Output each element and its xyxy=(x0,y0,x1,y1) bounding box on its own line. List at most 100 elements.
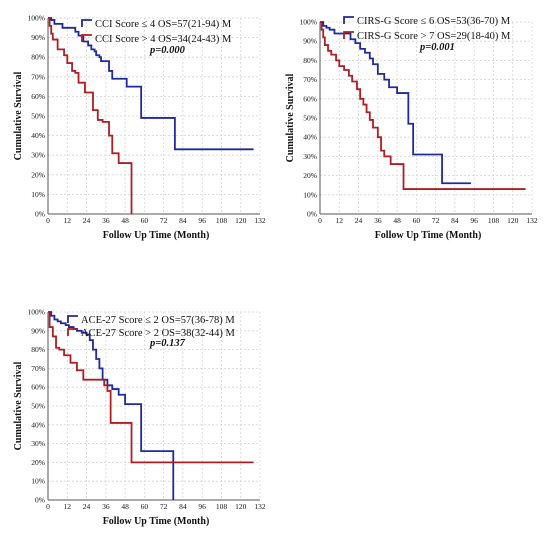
x-tick-label: 24 xyxy=(355,216,363,225)
y-tick-label: 80% xyxy=(31,53,45,62)
x-tick-label: 0 xyxy=(318,216,322,225)
x-tick-label: 60 xyxy=(141,502,149,511)
legend-swatch xyxy=(67,315,78,323)
x-tick-label: 84 xyxy=(179,502,187,511)
legend-swatch xyxy=(343,31,354,39)
x-tick-label: 24 xyxy=(83,216,91,225)
x-tick-label: 120 xyxy=(235,216,247,225)
y-axis-title: Cumulative Survival xyxy=(13,361,24,450)
p-value-label: p=0.000 xyxy=(149,45,186,56)
y-tick-label: 50% xyxy=(31,402,45,411)
legend-label: CIRS-G Score ≤ 6 OS=53(36-70) M xyxy=(357,16,511,27)
x-tick-label: 108 xyxy=(488,216,500,225)
y-tick-label: 100% xyxy=(28,14,46,23)
p-value-label: p=0.001 xyxy=(419,42,455,53)
y-tick-label: 50% xyxy=(31,112,45,121)
x-tick-label: 84 xyxy=(451,216,459,225)
chart-panel-2: 0 12 24 36 48 60 72 84 96 108 120 132 0% 10% 20% 30% 40%… xyxy=(285,16,538,241)
survival-curve-series-1 xyxy=(320,21,471,185)
legend-swatch xyxy=(343,16,354,24)
legend-label: CCI Score ≤ 4 OS=57(21-94) M xyxy=(95,19,232,30)
y-tick-label: 0% xyxy=(307,210,317,219)
x-tick-label: 0 xyxy=(46,502,50,511)
x-tick-label: 48 xyxy=(121,216,129,225)
x-tick-label: 36 xyxy=(102,216,110,225)
y-tick-label: 70% xyxy=(303,75,317,84)
y-tick-label: 100% xyxy=(28,308,46,317)
y-tick-label: 10% xyxy=(303,190,317,199)
x-tick-label: 120 xyxy=(507,216,519,225)
y-tick-label: 40% xyxy=(31,131,45,140)
survival-curve-series-1 xyxy=(48,17,254,151)
x-axis-title: Follow Up Time (Month) xyxy=(103,230,210,241)
x-tick-label: 48 xyxy=(121,502,129,511)
y-tick-label: 20% xyxy=(31,458,45,467)
x-tick-label: 132 xyxy=(254,216,266,225)
x-tick-label: 60 xyxy=(413,216,421,225)
survival-curve-series-2 xyxy=(320,21,526,190)
x-tick-label: 36 xyxy=(374,216,382,225)
x-axis-title: Follow Up Time (Month) xyxy=(375,230,482,241)
x-tick-label: 108 xyxy=(216,216,228,225)
legend-label: CCI Score > 4 OS=34(24-43) M xyxy=(95,34,232,45)
y-tick-label: 80% xyxy=(303,56,317,65)
y-tick-label: 20% xyxy=(31,170,45,179)
x-tick-label: 48 xyxy=(393,216,401,225)
x-tick-label: 120 xyxy=(235,502,247,511)
y-tick-label: 40% xyxy=(31,420,45,429)
chart-panel-3: 0 12 24 36 48 60 72 84 96 108 120 132 0% 10% 20% 30% 40%… xyxy=(13,308,266,528)
x-tick-label: 96 xyxy=(198,216,206,225)
x-tick-label: 96 xyxy=(198,502,206,511)
y-axis-title: Cumulative Survival xyxy=(13,71,24,160)
legend-label: CIRS-G Score > 7 OS=29(18-40) M xyxy=(357,31,511,42)
y-tick-label: 20% xyxy=(303,171,317,180)
legend-label: ACE-27 Score > 2 OS=38(32-44) M xyxy=(81,328,236,339)
x-tick-label: 36 xyxy=(102,502,110,511)
y-tick-label: 100% xyxy=(300,18,318,27)
survival-curve-series-2 xyxy=(48,311,254,464)
legend-swatch xyxy=(67,328,78,336)
y-tick-label: 10% xyxy=(31,477,45,486)
x-tick-label: 96 xyxy=(470,216,478,225)
legend-label: ACE-27 Score ≤ 2 OS=57(36-78) M xyxy=(81,315,235,326)
x-tick-label: 72 xyxy=(160,502,168,511)
y-tick-label: 70% xyxy=(31,72,45,81)
y-tick-label: 0% xyxy=(35,496,45,505)
x-tick-label: 108 xyxy=(216,502,228,511)
x-tick-label: 84 xyxy=(179,216,187,225)
x-tick-label: 12 xyxy=(64,216,72,225)
x-tick-label: 60 xyxy=(141,216,149,225)
x-tick-label: 12 xyxy=(64,502,72,511)
survival-curve-series-1 xyxy=(48,311,175,500)
y-tick-label: 90% xyxy=(303,37,317,46)
y-tick-label: 60% xyxy=(303,94,317,103)
x-tick-label: 132 xyxy=(254,502,266,511)
y-tick-label: 40% xyxy=(303,133,317,142)
x-tick-label: 132 xyxy=(526,216,538,225)
y-tick-label: 80% xyxy=(31,345,45,354)
x-tick-label: 12 xyxy=(336,216,344,225)
y-tick-label: 30% xyxy=(31,151,45,160)
y-tick-label: 60% xyxy=(31,383,45,392)
y-tick-label: 50% xyxy=(303,114,317,123)
y-tick-label: 70% xyxy=(31,364,45,373)
x-tick-label: 72 xyxy=(160,216,168,225)
y-tick-label: 0% xyxy=(35,210,45,219)
y-tick-label: 10% xyxy=(31,190,45,199)
y-axis-title: Cumulative Survival xyxy=(285,73,296,162)
x-tick-label: 72 xyxy=(432,216,440,225)
x-axis-title: Follow Up Time (Month) xyxy=(103,516,210,527)
y-tick-label: 90% xyxy=(31,33,45,42)
p-value-label: p=0.137 xyxy=(149,338,186,349)
legend-swatch xyxy=(81,19,92,27)
survival-curve-series-2 xyxy=(48,17,133,214)
y-tick-label: 30% xyxy=(303,152,317,161)
legend-swatch xyxy=(81,34,92,42)
x-tick-label: 0 xyxy=(46,216,50,225)
x-tick-label: 24 xyxy=(83,502,91,511)
y-tick-label: 90% xyxy=(31,326,45,335)
y-tick-label: 30% xyxy=(31,439,45,448)
y-tick-label: 60% xyxy=(31,92,45,101)
chart-panel-1: 0 12 24 36 48 60 72 84 96 108 120 132 0% 10% 20% 30% 40%… xyxy=(13,14,266,242)
